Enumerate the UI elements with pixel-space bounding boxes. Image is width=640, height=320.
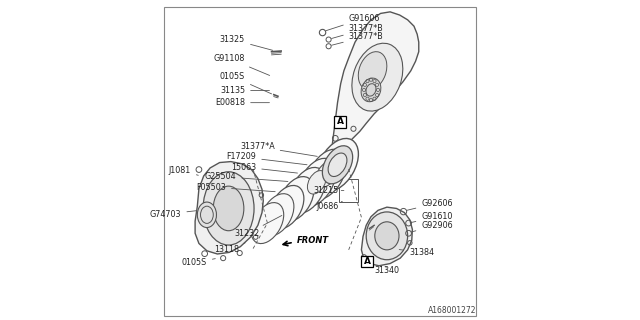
Polygon shape	[331, 12, 419, 154]
Text: 31135: 31135	[220, 86, 269, 95]
Polygon shape	[195, 162, 263, 254]
Text: A: A	[364, 257, 371, 266]
Ellipse shape	[213, 186, 244, 231]
Bar	[362, 256, 373, 267]
Text: 31377*A: 31377*A	[240, 142, 317, 156]
Polygon shape	[362, 207, 412, 266]
Text: 0105S: 0105S	[220, 72, 271, 94]
Text: 13118: 13118	[214, 243, 245, 254]
Text: E00818: E00818	[215, 98, 269, 107]
Text: G92606: G92606	[407, 198, 453, 210]
Text: 31377*B: 31377*B	[332, 32, 383, 45]
Text: A: A	[337, 117, 344, 126]
Ellipse shape	[289, 167, 325, 213]
Text: 31340: 31340	[374, 266, 399, 276]
Ellipse shape	[358, 52, 387, 90]
Bar	[339, 179, 358, 202]
Ellipse shape	[375, 222, 399, 250]
Text: J1081: J1081	[169, 166, 198, 175]
Ellipse shape	[323, 146, 353, 184]
Text: G91108: G91108	[214, 54, 269, 76]
Text: J0686: J0686	[316, 201, 342, 211]
Ellipse shape	[269, 186, 304, 229]
Ellipse shape	[278, 177, 314, 221]
Ellipse shape	[317, 139, 358, 191]
Ellipse shape	[316, 161, 337, 187]
Ellipse shape	[332, 158, 343, 171]
Ellipse shape	[366, 212, 408, 260]
Text: G91606: G91606	[326, 14, 380, 31]
Ellipse shape	[326, 151, 349, 179]
Text: 31215: 31215	[313, 186, 344, 195]
Text: 31325: 31325	[220, 35, 273, 50]
Text: G92906: G92906	[412, 221, 453, 232]
Text: F05503: F05503	[196, 183, 275, 192]
Text: 15063: 15063	[231, 163, 298, 173]
Ellipse shape	[260, 194, 294, 236]
Ellipse shape	[203, 172, 254, 245]
Ellipse shape	[361, 78, 381, 102]
Text: F17209: F17209	[227, 152, 307, 165]
Text: G25504: G25504	[205, 172, 288, 181]
Text: A168001272: A168001272	[428, 306, 476, 315]
Text: 31232: 31232	[234, 215, 282, 238]
Ellipse shape	[251, 203, 284, 244]
Ellipse shape	[328, 153, 347, 177]
Text: G74703: G74703	[150, 210, 197, 219]
Ellipse shape	[197, 202, 216, 228]
Text: 31377*B: 31377*B	[332, 24, 383, 38]
Text: 31384: 31384	[399, 248, 434, 257]
Ellipse shape	[298, 158, 336, 206]
Bar	[334, 116, 346, 127]
Ellipse shape	[307, 149, 346, 199]
Ellipse shape	[307, 171, 326, 194]
Text: 0105S: 0105S	[182, 258, 215, 267]
Text: FRONT: FRONT	[297, 236, 329, 245]
Text: G91610: G91610	[412, 212, 452, 222]
Ellipse shape	[352, 43, 403, 111]
